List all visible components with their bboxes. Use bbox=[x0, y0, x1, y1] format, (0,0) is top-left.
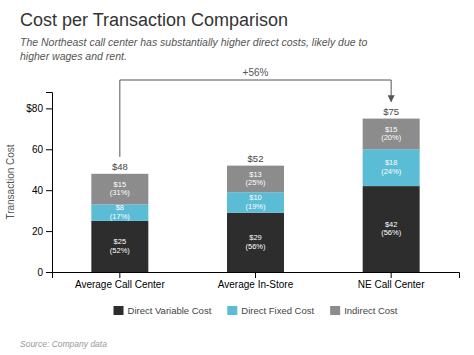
legend-swatch bbox=[330, 306, 340, 315]
bar-segment bbox=[363, 119, 420, 150]
bar-segment bbox=[363, 149, 420, 186]
text-line: (17%) bbox=[110, 212, 131, 221]
data-label: $15(31%) bbox=[110, 180, 131, 198]
y-tick: 20 bbox=[32, 226, 52, 237]
text-line: (56%) bbox=[245, 242, 266, 251]
bar-segment bbox=[227, 192, 284, 212]
bar-segment bbox=[227, 166, 284, 193]
x-tick: Average In-Store bbox=[218, 272, 294, 290]
annotation-arrow bbox=[391, 80, 392, 102]
text-line: (56%) bbox=[381, 228, 402, 237]
x-tick-label: Average In-Store bbox=[218, 279, 294, 290]
annotation-text: +56% bbox=[243, 67, 269, 78]
y-tick: 0 bbox=[37, 267, 52, 278]
data-label: $18(24%) bbox=[381, 158, 402, 176]
text-line: (25%) bbox=[245, 178, 266, 187]
data-label: $29(56%) bbox=[245, 233, 266, 251]
legend-swatch bbox=[114, 306, 124, 315]
data-label: $13(25%) bbox=[245, 170, 266, 188]
x-tick-label: Average Call Center bbox=[75, 279, 166, 290]
data-label: $15(20%) bbox=[381, 125, 402, 143]
total-labels: $48 $52 $75 bbox=[112, 106, 399, 172]
legend-item: Indirect Cost bbox=[330, 305, 398, 316]
chart: Cost per Transaction Comparison The North… bbox=[0, 0, 474, 355]
legend-label: Direct Variable Cost bbox=[128, 305, 212, 316]
y-tick-mark bbox=[46, 190, 52, 191]
y-tick-label: 20 bbox=[32, 226, 44, 237]
y-axis: 0 20 40 60 $80 bbox=[26, 93, 52, 278]
text-line: (24%) bbox=[381, 167, 402, 176]
text-line: (20%) bbox=[381, 133, 402, 142]
series bbox=[91, 119, 419, 205]
x-axis-line bbox=[53, 273, 460, 279]
y-tick-mark bbox=[46, 108, 52, 109]
text-line: higher wages and rent. bbox=[20, 50, 127, 62]
total-label: $52 bbox=[248, 153, 264, 164]
annotation: +56% bbox=[120, 67, 391, 157]
bars bbox=[91, 119, 419, 272]
legend: Direct Variable Cost Direct Fixed Cost Ind… bbox=[114, 305, 398, 316]
bar-segment bbox=[91, 174, 148, 205]
legend-swatch bbox=[227, 306, 237, 315]
x-tick-mark bbox=[391, 272, 392, 278]
text-line: The Northeast call center has substantia… bbox=[20, 36, 367, 48]
data-labels: $25(52%) $29(56%) $42(56%) $8(17%) $10(19%) $… bbox=[110, 125, 402, 255]
y-tick: 40 bbox=[32, 185, 52, 196]
text-line: (19%) bbox=[245, 202, 266, 211]
text-line: (52%) bbox=[110, 246, 131, 255]
legend-item: Direct Variable Cost bbox=[114, 305, 212, 316]
legend-item: Direct Fixed Cost bbox=[227, 305, 314, 316]
y-tick-label: 0 bbox=[37, 267, 43, 278]
y-tick-mark bbox=[46, 272, 52, 273]
text-line: (31%) bbox=[110, 188, 131, 197]
series bbox=[91, 149, 419, 221]
plot: 0 20 40 60 $80 Average Call Center Average In-… bbox=[26, 67, 459, 290]
x-axis: Average Call Center Average In-Store NE Ca… bbox=[53, 272, 460, 290]
x-tick: NE Call Center bbox=[358, 272, 425, 290]
y-tick: $80 bbox=[26, 103, 52, 114]
annotation-bracket bbox=[120, 80, 391, 81]
data-label: $42(56%) bbox=[381, 220, 402, 238]
y-tick-mark bbox=[46, 149, 52, 150]
legend-label: Indirect Cost bbox=[344, 305, 398, 316]
total-label: $48 bbox=[112, 161, 128, 172]
annotation-bracket bbox=[119, 80, 120, 157]
bar-segment bbox=[363, 186, 420, 272]
y-axis-title: Transaction Cost bbox=[5, 144, 16, 219]
x-tick: Average Call Center bbox=[75, 272, 166, 290]
source: Source: Company data bbox=[20, 339, 107, 349]
y-tick-label: 40 bbox=[32, 185, 44, 196]
data-label: $25(52%) bbox=[110, 237, 131, 255]
bar-segment bbox=[227, 213, 284, 272]
data-label: $8(17%) bbox=[110, 203, 131, 221]
x-tick-mark bbox=[255, 272, 256, 278]
legend-label: Direct Fixed Cost bbox=[241, 305, 314, 316]
y-tick-label: $80 bbox=[26, 103, 43, 114]
y-tick: 60 bbox=[32, 144, 52, 155]
y-tick-mark bbox=[46, 231, 52, 232]
x-tick-label: NE Call Center bbox=[358, 279, 425, 290]
subtitle: The Northeast call center has substantia… bbox=[20, 36, 367, 62]
y-tick-label: 60 bbox=[32, 144, 44, 155]
x-tick-mark bbox=[119, 272, 120, 278]
total-label: $75 bbox=[383, 106, 399, 117]
bar-segment bbox=[91, 221, 148, 272]
y-axis-line bbox=[46, 93, 53, 273]
data-label: $10(19%) bbox=[245, 193, 266, 211]
title: Cost per Transaction Comparison bbox=[20, 10, 288, 30]
